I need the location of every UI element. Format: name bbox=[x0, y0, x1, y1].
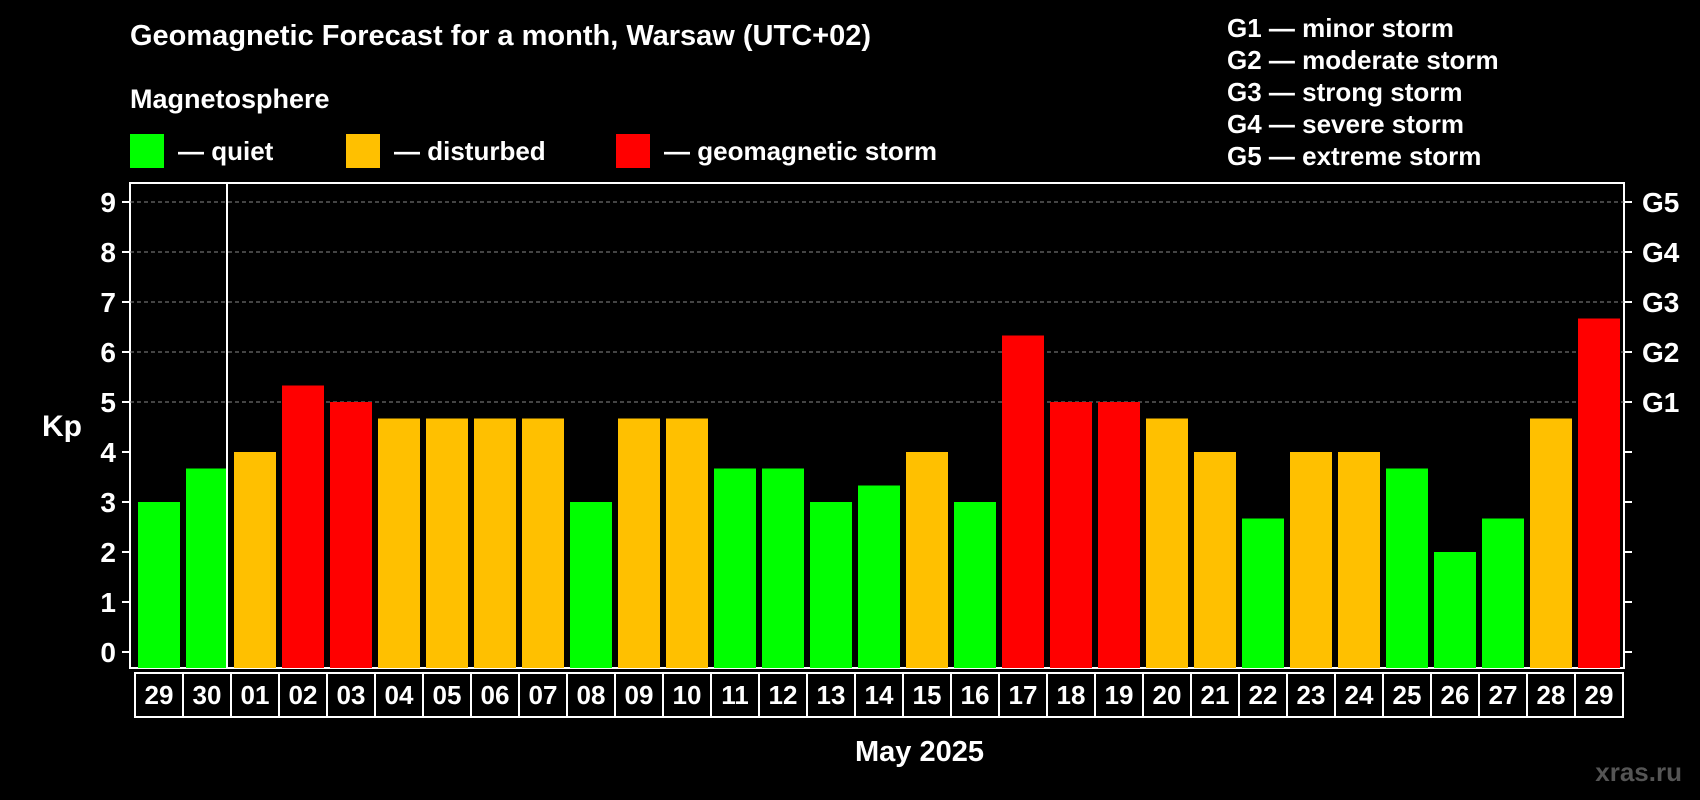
g-scale-label-G4: G4 bbox=[1642, 237, 1680, 268]
storm-scale-g2: G2 — moderate storm bbox=[1227, 45, 1499, 75]
legend-storm: — geomagnetic storm bbox=[616, 134, 937, 168]
bar-22 bbox=[1194, 452, 1236, 668]
y-tick-label-9: 9 bbox=[100, 187, 116, 218]
bar-16 bbox=[906, 452, 948, 668]
legend-disturbed-label: — disturbed bbox=[394, 135, 546, 166]
bar-4 bbox=[330, 402, 372, 668]
legend-quiet-label: — quiet bbox=[178, 135, 274, 166]
bar-21 bbox=[1146, 418, 1188, 668]
date-row-frame bbox=[134, 672, 1624, 718]
bar-29 bbox=[1530, 418, 1572, 668]
y-tick-label-7: 7 bbox=[100, 287, 116, 318]
y-tick-label-6: 6 bbox=[100, 337, 116, 368]
bar-9 bbox=[570, 502, 612, 668]
x-tick-label-5: 04 bbox=[385, 680, 414, 710]
storm-scale-list: G1 — minor storm G2 — moderate storm G3 … bbox=[1227, 12, 1499, 172]
bar-27 bbox=[1434, 552, 1476, 668]
y-axis-label: Kp bbox=[42, 410, 82, 443]
x-tick-label-2: 01 bbox=[241, 680, 270, 710]
x-tick-label-11: 10 bbox=[673, 680, 702, 710]
y-tick-label-3: 3 bbox=[100, 487, 116, 518]
bar-3 bbox=[282, 385, 324, 668]
legend-disturbed-swatch bbox=[346, 134, 380, 168]
x-tick-label-29: 28 bbox=[1537, 680, 1566, 710]
storm-scale-g3: G3 — strong storm bbox=[1227, 77, 1463, 107]
y-tick-label-5: 5 bbox=[100, 387, 116, 418]
y-tick-label-0: 0 bbox=[100, 637, 116, 668]
x-tick-label-10: 09 bbox=[625, 680, 654, 710]
bar-14 bbox=[810, 502, 852, 668]
y-tick-label-1: 1 bbox=[100, 587, 116, 618]
storm-scale-g5: G5 — extreme storm bbox=[1227, 141, 1482, 171]
x-tick-label-28: 27 bbox=[1489, 680, 1518, 710]
x-tick-label-30: 29 bbox=[1585, 680, 1614, 710]
x-tick-label-18: 17 bbox=[1009, 680, 1038, 710]
bar-8 bbox=[522, 418, 564, 668]
x-tick-label-4: 03 bbox=[337, 680, 366, 710]
x-tick-label-0: 29 bbox=[145, 680, 174, 710]
bar-17 bbox=[954, 502, 996, 668]
x-tick-label-19: 18 bbox=[1057, 680, 1086, 710]
bar-24 bbox=[1290, 452, 1332, 668]
x-tick-label-3: 02 bbox=[289, 680, 318, 710]
bar-7 bbox=[474, 418, 516, 668]
g-scale-label-G5: G5 bbox=[1642, 187, 1679, 218]
legend-storm-swatch bbox=[616, 134, 650, 168]
bar-11 bbox=[666, 418, 708, 668]
x-tick-label-6: 05 bbox=[433, 680, 462, 710]
x-tick-label-8: 07 bbox=[529, 680, 558, 710]
bar-0 bbox=[138, 502, 180, 668]
bar-23 bbox=[1242, 518, 1284, 668]
x-tick-label-13: 12 bbox=[769, 680, 798, 710]
x-tick-label-7: 06 bbox=[481, 680, 510, 710]
bar-10 bbox=[618, 418, 660, 668]
x-tick-label-24: 23 bbox=[1297, 680, 1326, 710]
g-scale-label-G2: G2 bbox=[1642, 337, 1679, 368]
bar-13 bbox=[762, 468, 804, 668]
y-tick-label-2: 2 bbox=[100, 537, 116, 568]
chart-title: Geomagnetic Forecast for a month, Warsaw… bbox=[130, 20, 872, 52]
x-tick-label-25: 24 bbox=[1345, 680, 1374, 710]
x-tick-label-14: 13 bbox=[817, 680, 846, 710]
x-tick-label-27: 26 bbox=[1441, 680, 1470, 710]
x-tick-label-23: 22 bbox=[1249, 680, 1278, 710]
bar-2 bbox=[234, 452, 276, 668]
bar-1 bbox=[186, 468, 228, 668]
bar-5 bbox=[378, 418, 420, 668]
bar-18 bbox=[1002, 335, 1044, 668]
storm-scale-g4: G4 — severe storm bbox=[1227, 109, 1465, 139]
legend-quiet-swatch bbox=[130, 134, 164, 168]
magnetosphere-label: Magnetosphere bbox=[130, 84, 330, 114]
legend-disturbed: — disturbed bbox=[346, 134, 546, 168]
bar-20 bbox=[1098, 402, 1140, 668]
y-tick-label-8: 8 bbox=[100, 237, 116, 268]
bar-30 bbox=[1578, 318, 1620, 668]
bar-28 bbox=[1482, 518, 1524, 668]
x-tick-label-21: 20 bbox=[1153, 680, 1182, 710]
watermark: xras.ru bbox=[1595, 757, 1682, 787]
g-scale-label-G1: G1 bbox=[1642, 387, 1679, 418]
bar-6 bbox=[426, 418, 468, 668]
x-tick-label-12: 11 bbox=[721, 680, 749, 710]
bar-15 bbox=[858, 485, 900, 668]
legend-quiet: — quiet bbox=[130, 134, 273, 168]
x-tick-label-20: 19 bbox=[1105, 680, 1134, 710]
x-tick-label-22: 21 bbox=[1201, 680, 1230, 710]
bar-19 bbox=[1050, 402, 1092, 668]
x-tick-label-16: 15 bbox=[913, 680, 942, 710]
storm-scale-g1: G1 — minor storm bbox=[1227, 13, 1454, 43]
x-tick-label-1: 30 bbox=[193, 680, 222, 710]
g-scale-label-G3: G3 bbox=[1642, 287, 1679, 318]
bar-12 bbox=[714, 468, 756, 668]
bar-26 bbox=[1386, 468, 1428, 668]
x-tick-label-26: 25 bbox=[1393, 680, 1422, 710]
x-tick-label-17: 16 bbox=[961, 680, 990, 710]
x-tick-label-15: 14 bbox=[865, 680, 894, 710]
y-tick-label-4: 4 bbox=[100, 437, 116, 468]
bar-25 bbox=[1338, 452, 1380, 668]
x-axis-label: May 2025 bbox=[855, 736, 984, 768]
x-tick-label-9: 08 bbox=[577, 680, 606, 710]
legend-storm-label: — geomagnetic storm bbox=[664, 135, 938, 166]
